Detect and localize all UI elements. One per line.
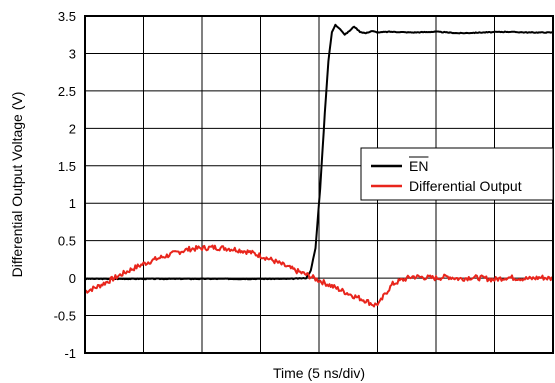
series-layer	[84, 23, 554, 308]
series-line-differential-output	[84, 244, 554, 308]
legend-box	[360, 147, 554, 201]
y-tick-label: 0	[69, 271, 76, 286]
legend: EN Differential Output	[360, 147, 554, 201]
y-tick-label: 1	[69, 196, 76, 211]
x-axis-label: Time (5 ns/div)	[273, 365, 365, 381]
legend-label-en: EN	[409, 158, 428, 174]
y-tick-label: 0.5	[58, 234, 76, 249]
y-tick-label: 2.5	[58, 84, 76, 99]
y-tick-label: 2	[69, 121, 76, 136]
y-tick-label: 3.5	[58, 9, 76, 24]
y-tick-label: 1.5	[58, 159, 76, 174]
y-tick-label: -0.5	[54, 309, 76, 324]
y-tick-label: -1	[64, 346, 76, 361]
y-tick-labels: 3.5 3 2.5 2 1.5 1 0.5 0 -0.5 -1	[54, 9, 76, 361]
y-axis-label: Differential Output Voltage (V)	[9, 92, 25, 278]
legend-label-differential-output: Differential Output	[409, 178, 522, 194]
series-line-en	[84, 23, 554, 281]
y-tick-label: 3	[69, 46, 76, 61]
